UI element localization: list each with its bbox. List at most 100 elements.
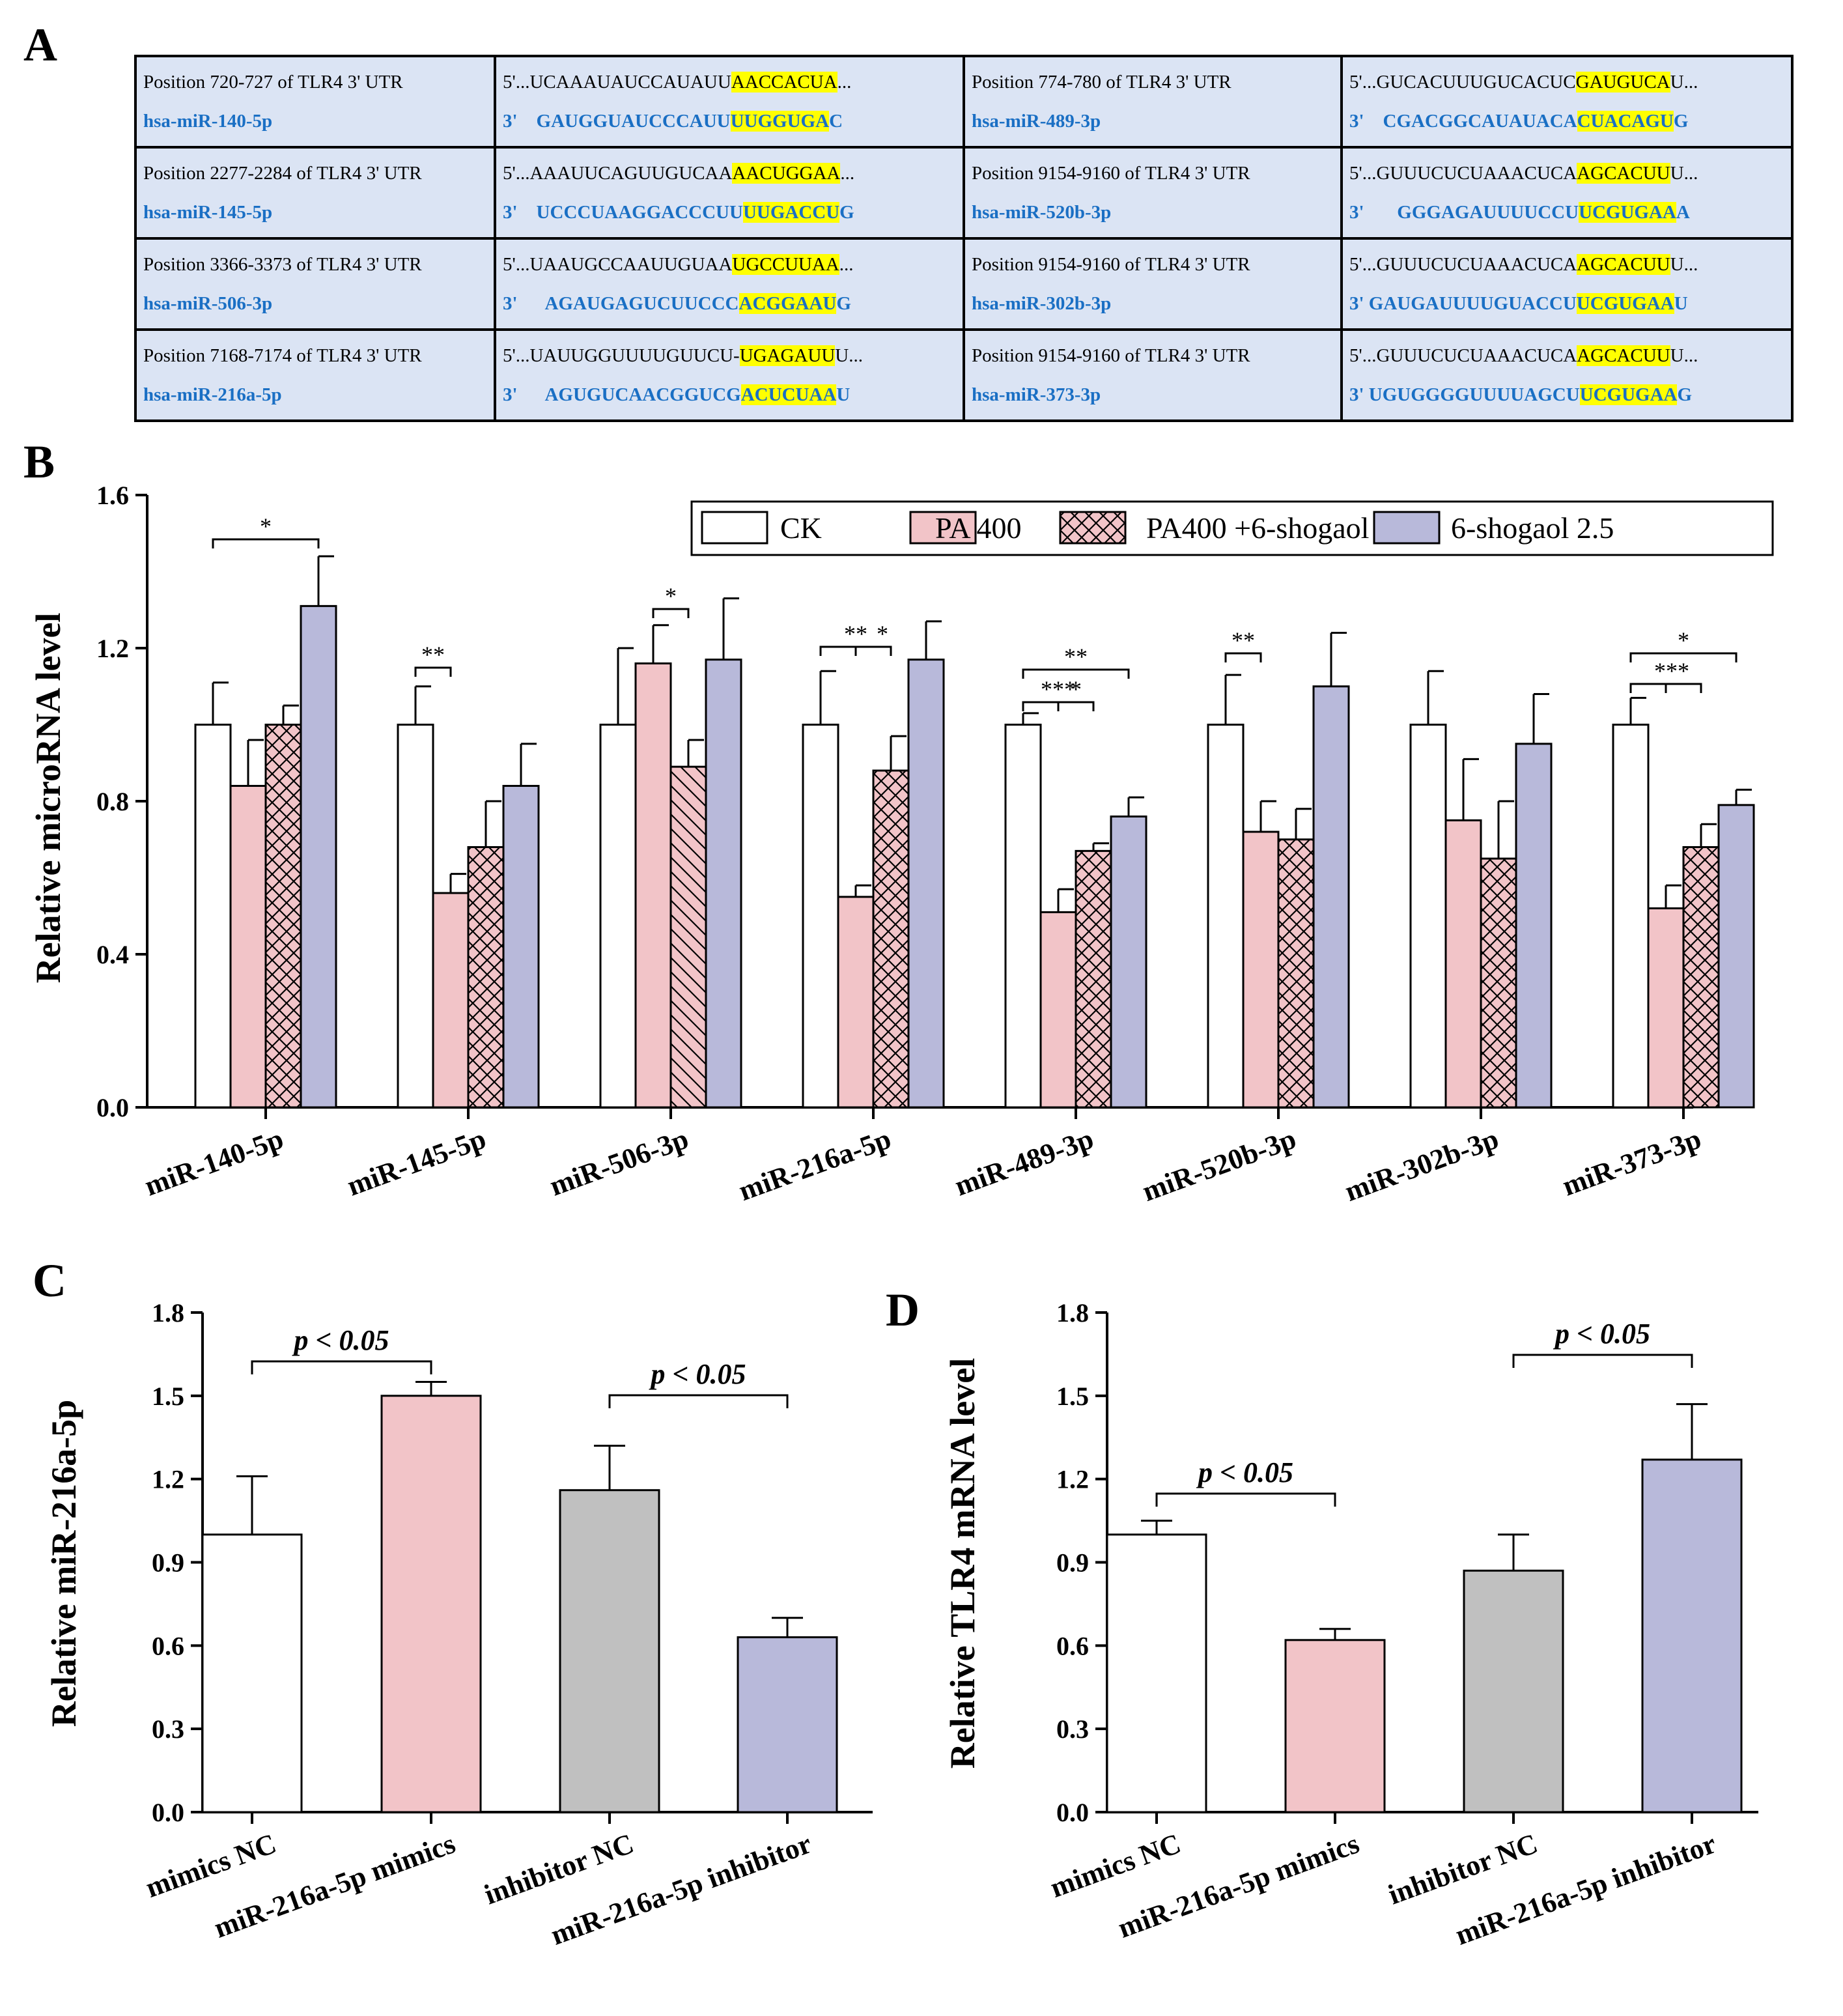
legend-swatch xyxy=(1373,511,1441,545)
legend-swatch xyxy=(1059,511,1127,545)
legend-label: CK xyxy=(780,511,822,545)
panel-label-a: A xyxy=(23,19,57,71)
significance-label: ** xyxy=(844,621,867,647)
mirna-name: hsa-miR-520b-3p xyxy=(972,202,1112,223)
sequence-cell: 5'...UCAAAUAUCCAUAUUAACCACUA... 3' GAUGGU… xyxy=(494,55,965,149)
bar xyxy=(802,724,839,1109)
legend-swatch xyxy=(701,511,768,545)
significance-bracket xyxy=(212,538,320,548)
significance-label: p < 0.05 xyxy=(291,1324,389,1356)
utr-position: Position 9154-9160 of TLR4 3' UTR xyxy=(972,345,1250,366)
significance-label: * xyxy=(1070,676,1082,702)
sequence-cell: 5'...GUUUCUCUAAACUCAAGCACUUU... 3' UGUGGG… xyxy=(1340,328,1794,422)
y-axis-label: Relative microRNA level xyxy=(29,613,68,984)
bar xyxy=(1444,819,1482,1109)
y-axis-label: Relative miR-216a-5p xyxy=(44,1400,83,1727)
significance-bracket xyxy=(652,608,690,618)
y-tick-label: 1.6 xyxy=(96,481,129,510)
site-cell: Position 720-727 of TLR4 3' UTR hsa-miR-1… xyxy=(134,55,496,149)
legend-label: PA400 +6-shogaol 2.5 xyxy=(1146,511,1414,545)
significance-bracket xyxy=(1629,652,1737,662)
bar xyxy=(1515,743,1553,1109)
utr-position: Position 720-727 of TLR4 3' UTR xyxy=(143,72,403,92)
y-tick-label: 0.3 xyxy=(1056,1714,1089,1744)
bar xyxy=(1106,1533,1207,1813)
mirna-sequence: 3' GAUGAUUUUGUACCUUCGUGAAU xyxy=(1349,293,1688,314)
significance-label: * xyxy=(665,583,677,609)
bar xyxy=(1682,846,1720,1109)
site-cell: Position 7168-7174 of TLR4 3' UTR hsa-miR… xyxy=(134,328,496,422)
panel-label-b: B xyxy=(23,436,55,488)
mirna-name: hsa-miR-489-3p xyxy=(972,111,1101,132)
utr-sequence: 5'...AAAUUCAGUUGUCAAAACUGGAA... xyxy=(503,163,855,184)
significance-label: * xyxy=(1678,627,1689,653)
significance-bracket xyxy=(608,1394,789,1408)
bar xyxy=(599,724,637,1109)
y-tick-label: 0.6 xyxy=(1056,1631,1089,1660)
sequence-cell: 5'...GUUUCUCUAAACUCAAGCACUUU... 3' GAUGAU… xyxy=(1340,237,1794,331)
site-cell: Position 3366-3373 of TLR4 3' UTR hsa-miR… xyxy=(134,237,496,331)
bar xyxy=(737,1636,838,1813)
significance-bracket xyxy=(251,1360,432,1374)
significance-bracket xyxy=(1057,701,1095,711)
utr-sequence: 5'...GUUUCUCUAAACUCAAGCACUUU... xyxy=(1349,254,1698,275)
legend: CK PA 400 PA400 +6-shogaol 2.5 6-shogaol 2.… xyxy=(690,500,1774,556)
significance-bracket xyxy=(1512,1354,1693,1368)
significance-label: * xyxy=(877,621,888,647)
significance-label: *** xyxy=(1041,676,1076,702)
y-tick-label: 0.0 xyxy=(1056,1798,1089,1827)
y-tick-label: 1.5 xyxy=(152,1382,184,1411)
utr-position: Position 2277-2284 of TLR4 3' UTR xyxy=(143,163,422,184)
utr-sequence: 5'...UAAUGCCAAUUGUAAUGCCUUAA... xyxy=(503,254,854,275)
panel-label-d: D xyxy=(886,1284,920,1336)
utr-sequence: 5'...GUUUCUCUAAACUCAAGCACUUU... xyxy=(1349,163,1698,184)
significance-label: * xyxy=(1678,658,1689,684)
table-row: Position 3366-3373 of TLR4 3' UTR hsa-miR… xyxy=(134,237,1794,331)
mirna-name: hsa-miR-216a-5p xyxy=(143,384,282,405)
bar xyxy=(669,765,707,1109)
site-cell: Position 774-780 of TLR4 3' UTR hsa-miR-4… xyxy=(963,55,1343,149)
y-tick-label: 1.2 xyxy=(96,634,129,663)
mirna-sequence: 3' UGUGGGGUUUUAGCUUCGUGAAG xyxy=(1349,384,1693,405)
utr-sequence: 5'...GUUUCUCUAAACUCAAGCACUUU... xyxy=(1349,345,1698,366)
bar xyxy=(201,1533,303,1813)
sequence-cell: 5'...UAUUGGUUUUGUUCU-UGAGAUUU... 3' AGUGU… xyxy=(494,328,965,422)
y-tick-label: 0.9 xyxy=(1056,1548,1089,1578)
significance-bracket xyxy=(1022,668,1130,679)
mirna-binding-table: Position 720-727 of TLR4 3' UTR hsa-miR-1… xyxy=(134,55,1794,422)
bar xyxy=(1717,804,1755,1109)
significance-label: p < 0.05 xyxy=(1553,1318,1650,1350)
bar xyxy=(1284,1639,1386,1813)
significance-label: ** xyxy=(421,642,445,668)
legend-label: PA 400 xyxy=(935,511,1022,545)
bar xyxy=(872,769,910,1109)
significance-label: ** xyxy=(1231,627,1255,653)
utr-position: Position 774-780 of TLR4 3' UTR xyxy=(972,72,1231,92)
mirna-sequence: 3' CGACGGCAUAUACACUACAGUG xyxy=(1349,111,1689,132)
y-tick-label: 0.0 xyxy=(152,1798,184,1827)
significance-label: ** xyxy=(1654,658,1678,684)
utr-position: Position 9154-9160 of TLR4 3' UTR xyxy=(972,254,1250,275)
utr-sequence: 5'...UAUUGGUUUUGUUCU-UGAGAUUU... xyxy=(503,345,863,366)
legend-label: 6-shogaol 2.5 xyxy=(1451,511,1614,545)
mirna-name: hsa-miR-145-5p xyxy=(143,202,273,223)
mirna-sequence: 3' AGAUGAGUCUUCCCACGGAAUG xyxy=(503,293,851,314)
panel-label-c: C xyxy=(33,1255,66,1307)
y-axis-label: Relative TLR4 mRNA level xyxy=(943,1358,982,1768)
legend-box xyxy=(690,500,1774,556)
y-tick-label: 0.8 xyxy=(96,787,129,816)
bar xyxy=(837,896,875,1109)
mirna-sequence: 3' GAUGGUAUCCCAUUUUGGUGAC xyxy=(503,111,843,132)
site-cell: Position 2277-2284 of TLR4 3' UTR hsa-miR… xyxy=(134,146,496,240)
bar xyxy=(300,604,337,1109)
table-row: Position 720-727 of TLR4 3' UTR hsa-miR-1… xyxy=(134,55,1794,149)
significance-bracket xyxy=(1224,652,1262,662)
y-tick-label: 1.5 xyxy=(1056,1382,1089,1411)
sequence-cell: 5'...AAAUUCAGUUGUCAAAACUGGAA... 3' UCCCUA… xyxy=(494,146,965,240)
mirna-name: hsa-miR-506-3p xyxy=(143,293,273,314)
y-tick-label: 1.8 xyxy=(152,1298,184,1327)
mirna-sequence: 3' GGGAGAUUUUCCUUCGUGAAA xyxy=(1349,202,1690,223)
mirna-sequence: 3' AGUGUCAACGGUCGACUCUAAU xyxy=(503,384,851,405)
